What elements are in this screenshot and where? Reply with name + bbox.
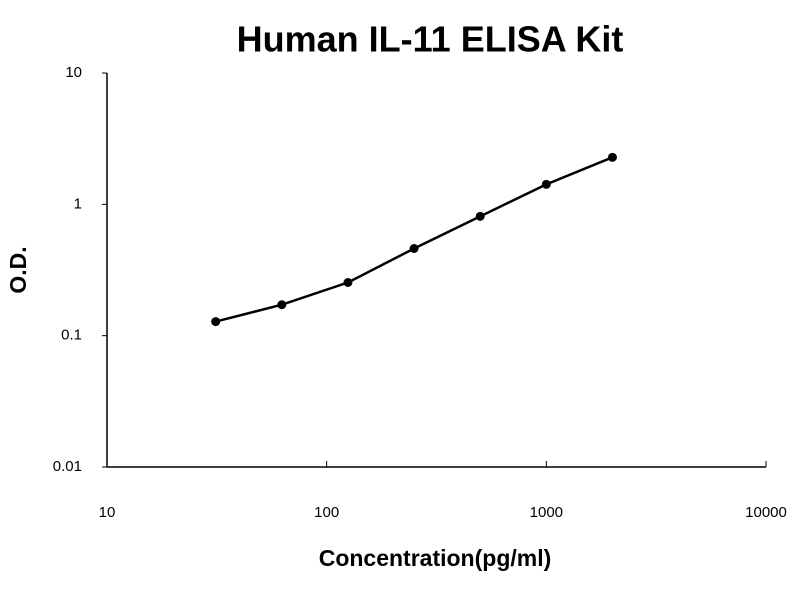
data-point [607,152,617,162]
y-tick-label: 0.1 [61,327,82,344]
data-line [215,156,613,323]
data-point [211,317,221,327]
data-point [409,244,419,254]
y-tick-label: 10 [65,64,82,81]
x-tick-label: 10000 [745,504,787,521]
data-point [277,300,287,310]
x-axis-label: Concentration(pg/ml) [319,545,552,571]
data-point [343,277,353,287]
y-axis-label: O.D. [5,246,31,293]
chart-title: Human IL-11 ELISA Kit [237,19,624,60]
x-tick-label: 10 [99,504,116,521]
x-tick-label: 100 [314,504,339,521]
y-tick-label: 0.01 [53,458,82,475]
y-tick-label: 1 [74,195,82,212]
data-point [541,179,551,189]
x-tick-label: 1000 [530,504,563,521]
data-point [475,211,485,221]
